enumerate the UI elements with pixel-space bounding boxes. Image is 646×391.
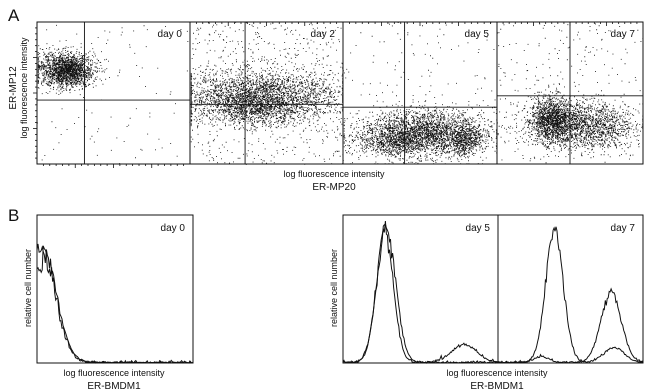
histogram-subplot-day-0: day 0: [36, 214, 194, 364]
panel-b-letter: B: [8, 206, 19, 225]
scatter-points: [497, 23, 644, 164]
panel-a-xlabel: log fluorescence intensity: [283, 169, 385, 179]
panel-a-xlabel-marker: ER-MP20: [312, 182, 356, 193]
subplot-frame: [36, 21, 191, 165]
histogram-series-2: [497, 287, 644, 364]
subplot-day-label: day 0: [158, 29, 183, 40]
scatter-subplot-day-7: day 7: [493, 21, 644, 165]
subplot-frame: [497, 214, 644, 364]
histogram-series-1: [497, 226, 644, 364]
subplot-day-label: day 7: [611, 29, 636, 40]
subplot-day-label: day 5: [465, 29, 490, 40]
panel-b-ylabel-right: relative cell number: [329, 249, 339, 327]
panel-a-letter: A: [8, 6, 20, 25]
scatter-points: [37, 24, 191, 165]
subplot-day-label: day 5: [466, 223, 491, 234]
histogram-subplot-day-7: day 7: [497, 214, 644, 364]
scatter-points: [190, 22, 344, 165]
histogram-series-2: [342, 220, 499, 364]
subplot-day-label: day 0: [161, 223, 186, 234]
panel-a-ylabel: log fluorescence intensity: [19, 37, 29, 139]
panel-b-ylabel-left: relative cell number: [23, 249, 33, 327]
subplot-frame: [36, 214, 194, 364]
histogram-series-1: [342, 223, 499, 364]
panel-a-scatter-plots: day 0 day 2 day 5 day 7: [33, 21, 644, 168]
scatter-subplot-day-5: day 5: [339, 21, 498, 165]
subplot-frame: [342, 214, 499, 364]
panel-b-xlabel-marker-right: ER-BMDM1: [470, 381, 524, 391]
panel-b-histograms: day 0 day 5 day 7: [36, 214, 644, 364]
scatter-subplot-day-2: day 2: [186, 21, 344, 165]
panel-b-xlabel-marker-left: ER-BMDM1: [87, 381, 141, 391]
panel-a-ylabel-marker: ER-MP12: [8, 66, 19, 110]
histogram-series-2: [36, 245, 194, 364]
subplot-day-label: day 2: [311, 29, 336, 40]
histogram-series-1: [36, 243, 194, 364]
histogram-subplot-day-5: day 5: [342, 214, 499, 364]
panel-b-xlabel-left: log fluorescence intensity: [63, 368, 165, 378]
panel-b-xlabel-right: log fluorescence intensity: [446, 368, 548, 378]
scatter-points: [343, 22, 498, 165]
subplot-day-label: day 7: [611, 223, 636, 234]
scatter-subplot-day-0: day 0: [33, 21, 191, 168]
